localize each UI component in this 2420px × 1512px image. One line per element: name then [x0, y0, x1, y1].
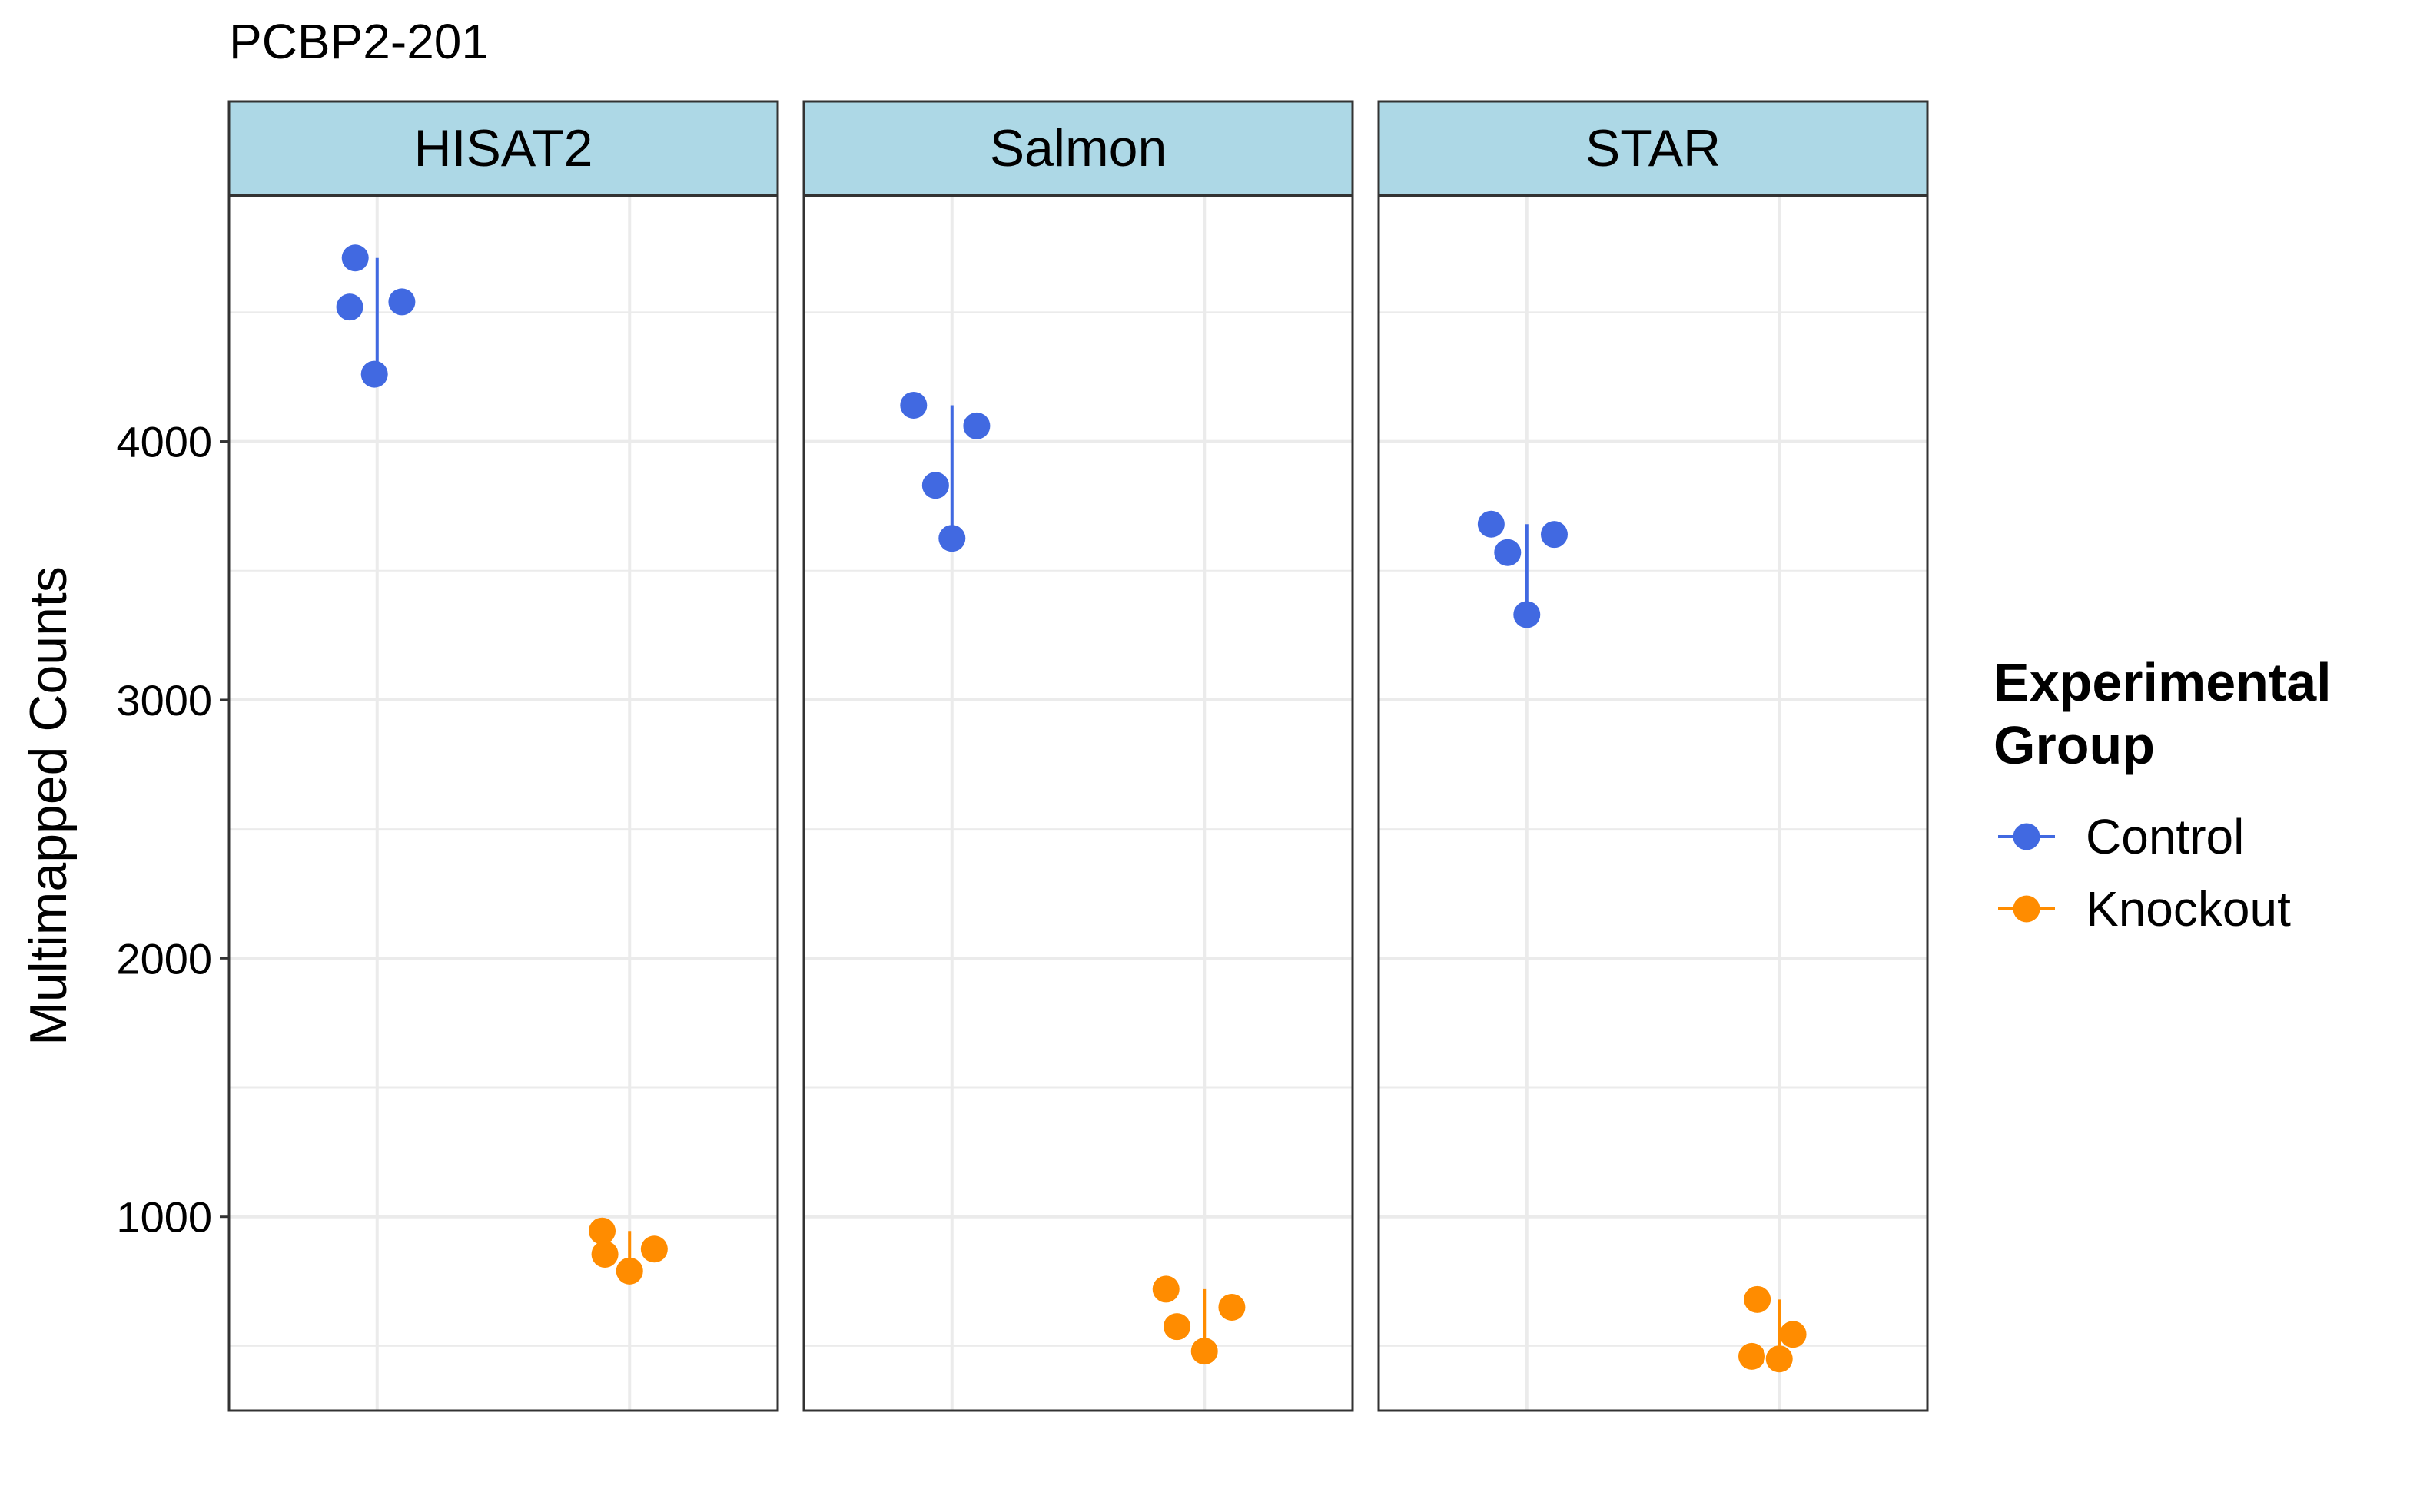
legend-item-control: Control — [1998, 809, 2244, 864]
data-point-control — [900, 391, 928, 419]
y-axis-label: Multimapped Counts — [19, 566, 78, 1046]
legend-key-point — [2013, 823, 2040, 850]
legend-title: Experimental — [1993, 652, 2332, 712]
facet-panels: HISAT2 Salmon STAR — [227, 100, 1929, 1412]
panel-border — [1377, 194, 1929, 1412]
data-point-control — [1477, 510, 1505, 538]
data-point-control — [963, 412, 991, 439]
data-point-control — [1494, 539, 1522, 566]
panel-border — [802, 194, 1354, 1412]
data-point-control — [1540, 521, 1568, 549]
data-point-knockout — [589, 1217, 616, 1245]
y-tick-label: 4000 — [116, 418, 212, 466]
data-point-knockout — [1164, 1313, 1191, 1341]
legend-item-knockout: Knockout — [1998, 881, 2291, 937]
y-tick-label: 2000 — [116, 934, 212, 983]
legend-label: Control — [2086, 809, 2244, 864]
data-point-control — [360, 360, 388, 388]
data-point-knockout — [1190, 1338, 1218, 1365]
data-point-control — [938, 525, 966, 552]
data-point-control — [388, 288, 416, 316]
panel-star: STAR — [1377, 100, 1929, 1412]
y-axis-ticks: 1000 2000 3000 4000 — [116, 418, 229, 1242]
data-point-control — [341, 244, 369, 272]
data-point-knockout — [591, 1240, 619, 1268]
data-point-knockout — [1779, 1321, 1807, 1348]
y-tick-label: 3000 — [116, 676, 212, 724]
data-point-control — [1513, 601, 1541, 628]
data-point-knockout — [1218, 1293, 1246, 1321]
legend-title: Group — [1993, 715, 2155, 775]
data-point-control — [336, 293, 363, 321]
legend-key-point — [2013, 895, 2040, 923]
panel-salmon: Salmon — [802, 100, 1354, 1412]
data-point-knockout — [1765, 1345, 1793, 1373]
panel-strip-label: STAR — [1585, 119, 1721, 177]
data-point-knockout — [1744, 1285, 1771, 1313]
data-point-knockout — [616, 1257, 643, 1285]
panel-border — [227, 194, 779, 1412]
y-tick-label: 1000 — [116, 1193, 212, 1242]
data-point-control — [921, 472, 949, 499]
panel-strip — [227, 100, 779, 197]
panel-strip-label: HISAT2 — [413, 119, 593, 177]
chart-title: PCBP2-201 — [229, 14, 489, 69]
data-point-knockout — [1738, 1342, 1766, 1370]
legend-label: Knockout — [2086, 881, 2291, 937]
panel-hisat2: HISAT2 — [227, 100, 779, 1412]
data-point-knockout — [640, 1235, 668, 1263]
data-point-knockout — [1152, 1275, 1180, 1303]
panel-strip-label: Salmon — [990, 119, 1167, 177]
